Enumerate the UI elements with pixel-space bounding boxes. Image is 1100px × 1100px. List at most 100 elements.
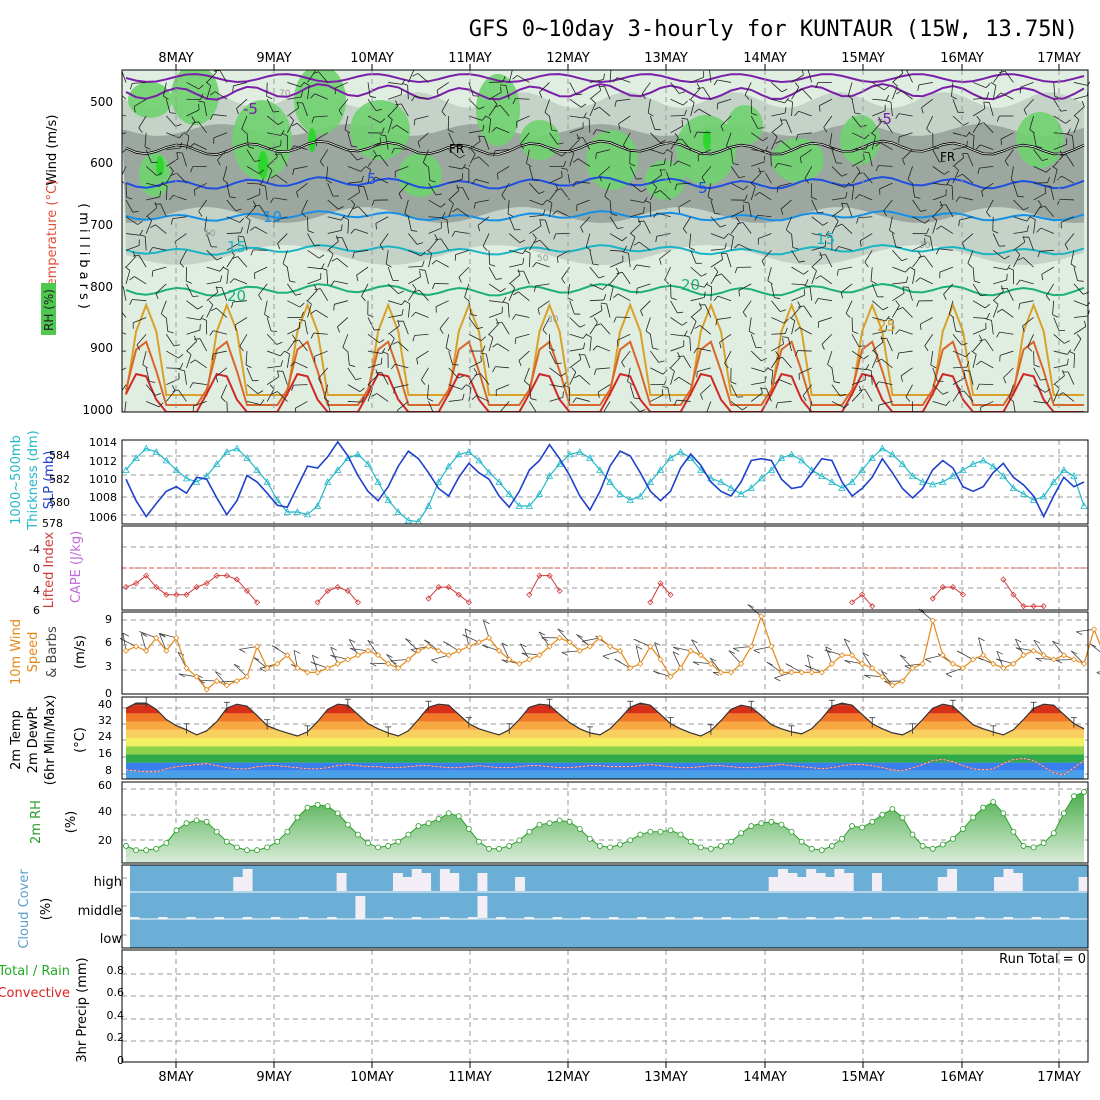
wind-barb-flag <box>191 116 196 122</box>
wind-barb <box>515 314 530 318</box>
wind-barb <box>1013 241 1025 251</box>
contour-label-fr: FR <box>449 142 464 156</box>
wind-barb <box>356 266 369 276</box>
wind-barb-flag <box>931 216 938 221</box>
rh-point <box>637 831 644 838</box>
wind-barb-10m-flag <box>864 674 871 679</box>
wind-barb-flag <box>979 339 986 342</box>
wind-barb-flag <box>1070 263 1077 268</box>
wind-barb-flag <box>1006 274 1008 281</box>
wind-barb-10m <box>753 646 772 651</box>
wind-barb-flag <box>757 127 764 129</box>
wind-barb-flag <box>689 247 696 251</box>
wind-barb <box>495 149 510 151</box>
wind-barb-flag <box>1004 160 1009 167</box>
wind-barb <box>307 303 312 318</box>
wind-barb-flag <box>473 368 478 374</box>
wind-speed-point <box>848 652 856 659</box>
wind-barb-flag <box>612 77 618 83</box>
wind-barb <box>376 393 389 402</box>
wind-barb-flag <box>976 383 980 390</box>
wind-barb-10m-flag <box>978 637 985 642</box>
wind-speed-point <box>1010 660 1017 667</box>
wind-speed-point <box>727 669 735 676</box>
wind-barb <box>771 123 783 134</box>
wind-barb-flag <box>502 76 506 83</box>
wind-barb <box>458 266 470 278</box>
wind-barb <box>589 266 599 279</box>
wind-barb <box>396 124 409 134</box>
wind-barb <box>717 295 732 302</box>
wind-barb-10m-flag <box>158 632 166 637</box>
wind-barb <box>287 327 301 335</box>
wind-barb <box>656 212 671 218</box>
rh-point <box>990 798 997 805</box>
wind-barb-flag <box>436 90 439 97</box>
wind-barb-flag <box>199 314 204 321</box>
rh-point <box>597 843 603 849</box>
wind-barb-10m-flag <box>215 671 222 675</box>
pressure-ticks: 500 600 700 800 900 1000 <box>82 95 113 417</box>
wind-barb <box>771 343 784 352</box>
wind-barb <box>1039 249 1054 252</box>
wind-barb <box>1053 143 1067 150</box>
wind-barb-flag <box>1011 179 1017 184</box>
wind-barb-flag <box>784 327 788 334</box>
wind-barb-flag <box>774 163 779 169</box>
cloud-high-gap <box>392 873 403 891</box>
wind-barb <box>193 143 207 150</box>
wind-barb <box>327 216 342 221</box>
wind-speed-point <box>990 660 997 667</box>
wind-barb <box>347 384 361 392</box>
wind-barb <box>206 233 212 247</box>
cloud-high-gap <box>778 869 788 891</box>
wind-barb-flag <box>485 115 491 120</box>
wind-barb-flag <box>786 99 793 103</box>
rh-point <box>425 820 432 827</box>
wind-barb-flag <box>554 183 559 189</box>
wind-barb <box>488 266 497 280</box>
wind-barb <box>304 320 308 335</box>
wind-barb <box>597 384 611 393</box>
wind-barb <box>710 259 723 268</box>
wind-speed-point <box>768 643 775 650</box>
wind-barb <box>236 98 248 109</box>
thickness-point <box>666 454 675 461</box>
wind-barb <box>122 94 127 100</box>
wind-barb <box>730 236 734 251</box>
wind-barb <box>677 160 691 167</box>
wind-barb-flag <box>280 351 285 357</box>
wind-barb-flag <box>684 330 688 337</box>
rh-point <box>879 811 886 818</box>
wind-barb-flag <box>758 170 765 173</box>
wind-barb-flag <box>1067 128 1071 135</box>
wind-barb <box>980 360 994 369</box>
wind-barb-flag <box>539 92 543 98</box>
wind-barb-flag <box>178 369 185 372</box>
rh-point <box>839 835 845 842</box>
thickness-point <box>797 456 806 464</box>
wind-barb <box>1008 384 1014 399</box>
wind-barb-flag <box>391 147 395 154</box>
wind-barb <box>831 367 835 382</box>
wind-barb-flag <box>924 219 930 224</box>
wind-barb-flag <box>852 331 859 334</box>
wind-barb-flag <box>955 196 960 202</box>
wind-barb-flag <box>270 197 274 204</box>
wind-barb <box>545 220 550 234</box>
panel-frame <box>121 781 1089 864</box>
wind-barb <box>266 156 278 167</box>
wind-barb-flag <box>260 178 264 185</box>
wind-barb <box>206 85 212 100</box>
wind-barb <box>245 351 248 366</box>
thickness-point <box>475 456 483 464</box>
thickness-point <box>818 472 826 479</box>
wind-barb-10m-flag <box>785 663 793 668</box>
rh-moist-patch <box>727 105 763 145</box>
wind-barb-flag <box>688 98 695 103</box>
wind-barb-flag <box>539 219 542 226</box>
wind-barb <box>462 187 470 201</box>
wind-barb <box>710 216 721 228</box>
wind-barb-flag <box>622 251 629 254</box>
wind-barb <box>536 262 550 268</box>
